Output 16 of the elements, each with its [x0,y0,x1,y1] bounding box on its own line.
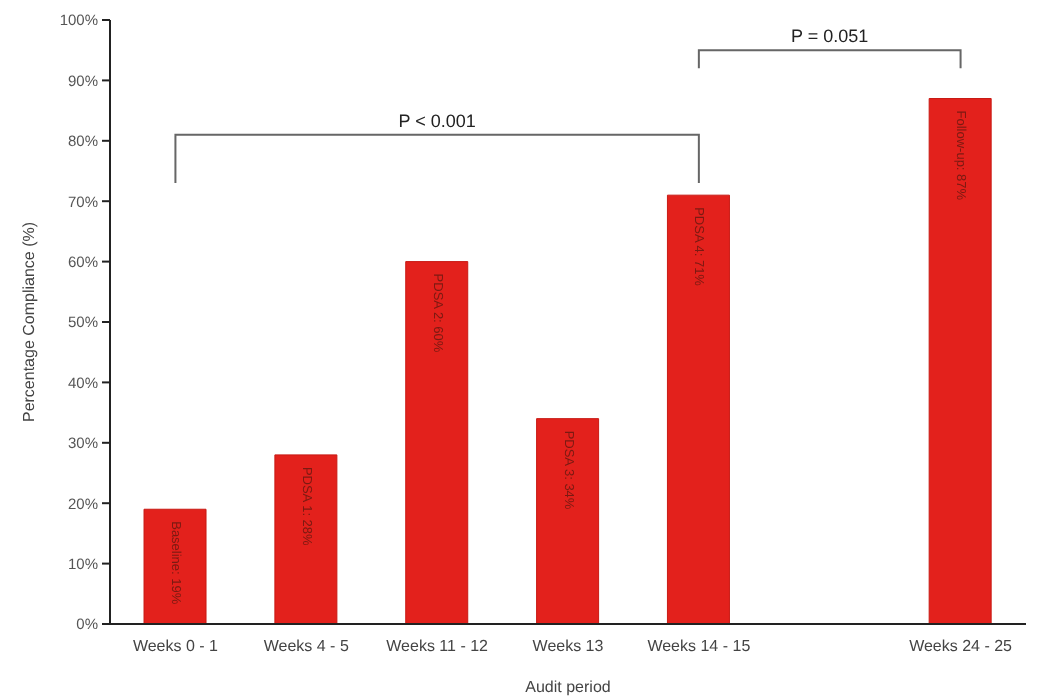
bar [274,454,338,624]
bar [143,508,207,624]
x-tick-label: Weeks 24 - 25 [909,637,1014,656]
x-tick-label: Weeks 13 [532,637,605,656]
x-tick-label: Weeks 14 - 15 [647,637,752,656]
annotation: P = 0.051 [791,26,869,47]
x-tick-label: Weeks 11 - 12 [386,637,490,656]
x-axis-title: Audit period [525,678,611,696]
x-tick-label: Weeks 4 - 5 [263,637,350,656]
bar [405,261,469,624]
x-tick-label: Weeks 0 - 1 [132,637,220,656]
y-axis-title: Percentage Compliance (%) [19,221,38,423]
bar [536,418,600,624]
bar [666,194,730,624]
bar [928,98,992,624]
annotation: P < 0.001 [398,110,476,131]
